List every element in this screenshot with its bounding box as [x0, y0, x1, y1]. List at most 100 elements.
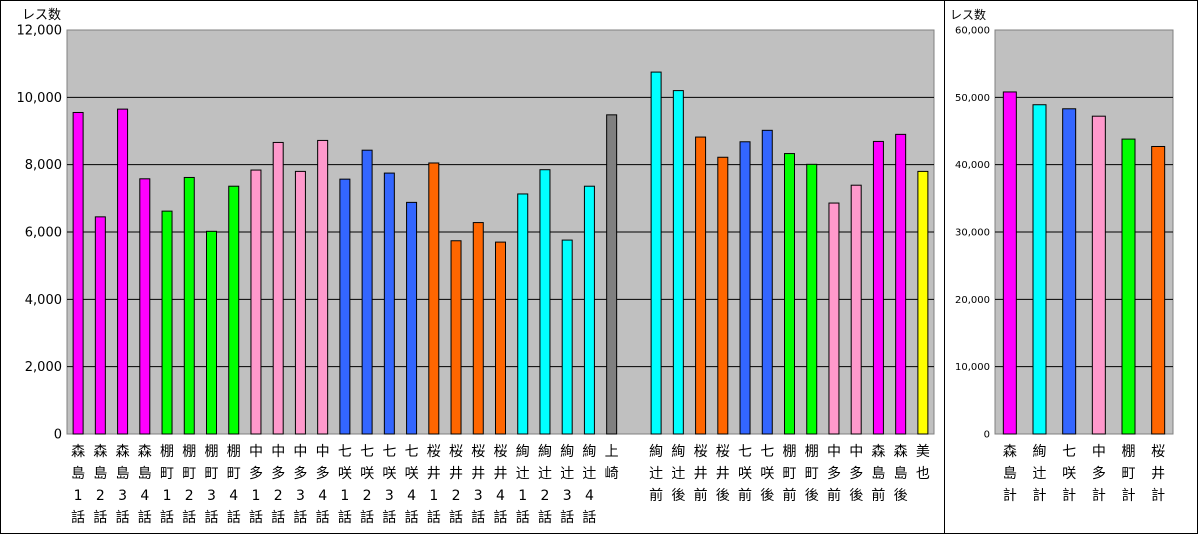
- x-tick-label: 七: [760, 444, 774, 460]
- x-tick-label: 多: [849, 465, 863, 482]
- x-tick-label: 中: [849, 444, 863, 460]
- bar: [1121, 138, 1136, 435]
- x-tick-label: 多: [293, 465, 307, 482]
- x-tick-label: 話: [71, 509, 85, 526]
- x-tick-label: 3: [385, 488, 394, 504]
- bar: [228, 185, 240, 435]
- x-tick-label: 後: [760, 488, 774, 504]
- bar: [206, 230, 217, 435]
- y-tick-label: 4,000: [25, 293, 62, 308]
- x-tick-label: 話: [560, 509, 574, 526]
- x-tick-label: 前: [827, 487, 841, 504]
- x-tick-label: 前: [783, 487, 797, 504]
- x-tick-label: 中: [271, 444, 285, 460]
- x-tick-label: 話: [338, 509, 352, 526]
- x-tick-label: 話: [316, 509, 330, 526]
- y-tick-label: 8,000: [25, 158, 62, 173]
- x-tick-label: 絢: [649, 443, 663, 460]
- y-tick-label: 60,000: [955, 26, 990, 37]
- x-tick-label: 桜: [694, 444, 708, 460]
- x-tick-label: 棚: [205, 444, 219, 460]
- bar: [272, 141, 284, 435]
- x-tick-label: 話: [271, 509, 285, 526]
- x-tick-label: 中: [249, 444, 263, 460]
- x-tick-label: 話: [382, 509, 396, 526]
- x-tick-label: 中: [293, 444, 307, 460]
- bar: [695, 136, 707, 435]
- x-tick-label: 話: [471, 509, 485, 526]
- right-bars: [1002, 91, 1166, 435]
- y-tick-label: 2,000: [25, 360, 62, 375]
- right-y-tick-labels: 0 10,000 20,000 30,000 40,000 50,000 60,000: [955, 26, 990, 441]
- x-tick-label: 町: [805, 466, 819, 482]
- x-tick-label: 棚: [1122, 444, 1136, 460]
- x-tick-label: 咲: [382, 466, 396, 482]
- x-tick-label: 話: [427, 509, 441, 526]
- x-tick-label: 島: [138, 466, 152, 482]
- x-tick-label: 話: [160, 509, 174, 526]
- x-tick-label: 話: [449, 509, 463, 526]
- x-tick-label: 辻: [582, 466, 596, 482]
- x-tick-label: 1: [74, 488, 83, 504]
- x-tick-label: 棚: [182, 444, 196, 460]
- x-tick-label: 2: [452, 488, 461, 504]
- x-tick-label: 2: [274, 488, 283, 504]
- x-tick-label: 前: [694, 487, 708, 504]
- x-tick-label: 島: [1003, 466, 1017, 482]
- x-tick-label: 話: [249, 509, 263, 526]
- x-tick-label: 中: [316, 444, 330, 460]
- x-tick-label: 辻: [1033, 466, 1047, 482]
- bar: [1002, 91, 1017, 435]
- x-tick-label: 話: [182, 509, 196, 526]
- x-tick-label: 話: [138, 509, 152, 526]
- x-tick-label: 後: [849, 488, 863, 504]
- x-tick-label: 1: [429, 488, 438, 504]
- x-tick-label: 桜: [494, 444, 508, 460]
- x-tick-label: 井: [471, 466, 485, 482]
- y-tick-label: 30,000: [955, 228, 990, 239]
- x-tick-label: 多: [316, 465, 330, 482]
- bar: [850, 184, 862, 435]
- bar: [117, 108, 129, 435]
- bar: [183, 176, 195, 435]
- y-tick-label: 6,000: [25, 226, 62, 241]
- x-tick-label: 話: [293, 509, 307, 526]
- x-tick-label: 森: [93, 444, 107, 460]
- bar: [895, 133, 907, 435]
- x-tick-label: 絢: [538, 443, 552, 460]
- x-tick-label: 話: [360, 509, 374, 526]
- x-tick-label: 4: [407, 488, 416, 504]
- left-x-tick-labels: 森島1話森島2話森島3話森島4話棚町1話棚町2話棚町3話棚町4話中多1話中多2話…: [71, 443, 930, 526]
- x-tick-label: 町: [205, 466, 219, 482]
- x-tick-label: 桜: [449, 444, 463, 460]
- x-tick-label: 計: [1033, 488, 1047, 504]
- bar: [428, 162, 440, 435]
- x-tick-label: 島: [894, 466, 908, 482]
- x-tick-label: 後: [716, 488, 730, 504]
- x-tick-label: 多: [271, 465, 285, 482]
- x-tick-label: 井: [716, 466, 730, 482]
- bar: [139, 178, 151, 435]
- x-tick-label: 桜: [471, 444, 485, 460]
- x-tick-label: 咲: [1062, 466, 1076, 482]
- x-tick-label: 多: [827, 465, 841, 482]
- bar: [650, 71, 662, 435]
- bar: [1091, 115, 1106, 435]
- x-tick-label: 1: [340, 488, 349, 504]
- x-tick-label: 辻: [560, 466, 574, 482]
- bar: [406, 201, 418, 435]
- x-tick-label: 前: [649, 487, 663, 504]
- bar: [606, 114, 618, 435]
- x-tick-label: 森: [138, 444, 152, 460]
- right-x-tick-labels: 森島計 絢辻計 七咲計 中多計 棚町計 桜井計: [1003, 443, 1165, 504]
- bar: [917, 170, 929, 435]
- x-tick-label: 中: [827, 444, 841, 460]
- bar: [383, 172, 395, 435]
- x-tick-label: 島: [93, 466, 107, 482]
- x-tick-label: 七: [1062, 444, 1076, 460]
- x-tick-label: 七: [360, 444, 374, 460]
- bar: [806, 163, 818, 435]
- x-tick-label: 絢: [671, 443, 685, 460]
- x-tick-label: 1: [518, 488, 527, 504]
